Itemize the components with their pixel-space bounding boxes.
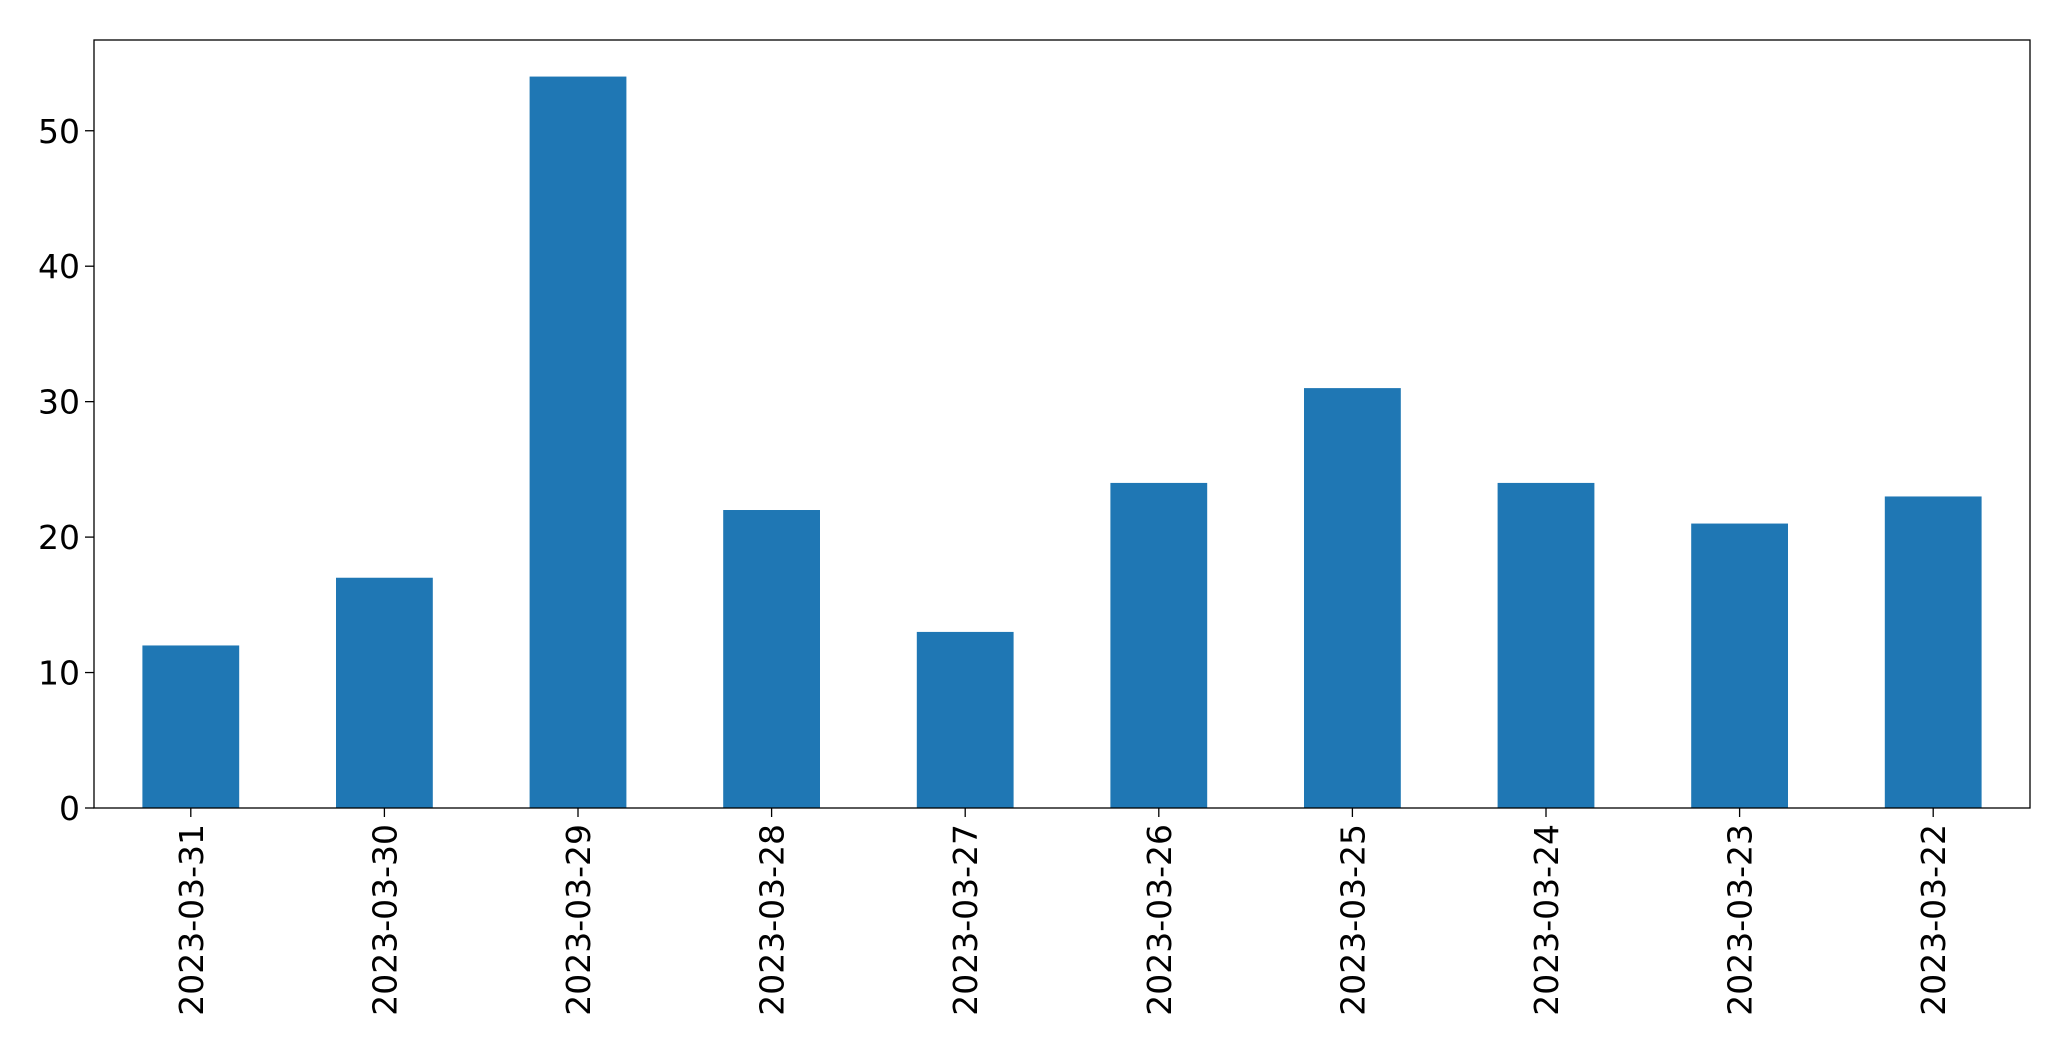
x-tick-label: 2023-03-28 <box>753 824 792 1016</box>
bar <box>1304 388 1401 808</box>
bar <box>336 577 433 808</box>
x-tick-label: 2023-03-27 <box>946 824 985 1016</box>
bar <box>529 76 627 809</box>
bar <box>723 510 820 808</box>
y-tick-label: 30 <box>38 383 80 422</box>
x-tick-label: 2023-03-26 <box>1140 824 1179 1016</box>
x-tick-label: 2023-03-23 <box>1721 824 1760 1016</box>
x-tick-label: 2023-03-25 <box>1333 824 1372 1016</box>
x-tick-label: 2023-03-31 <box>172 824 211 1016</box>
y-tick-label: 0 <box>59 789 80 828</box>
bar <box>1691 523 1788 808</box>
x-tick-label: 2023-03-29 <box>559 824 598 1016</box>
x-tick-label: 2023-03-24 <box>1527 824 1566 1016</box>
x-tick-label: 2023-03-30 <box>365 824 404 1016</box>
y-tick-label: 20 <box>38 518 80 557</box>
plot-frame <box>93 39 2031 809</box>
bar <box>142 645 240 808</box>
x-tick-label: 2023-03-22 <box>1914 824 1953 1016</box>
y-tick-label: 50 <box>38 112 80 151</box>
y-tick-label: 40 <box>38 247 80 286</box>
bar <box>916 631 1014 808</box>
y-tick-label: 10 <box>38 654 80 693</box>
bar <box>1497 482 1595 808</box>
bar <box>1110 482 1208 808</box>
bar <box>1884 496 1982 808</box>
